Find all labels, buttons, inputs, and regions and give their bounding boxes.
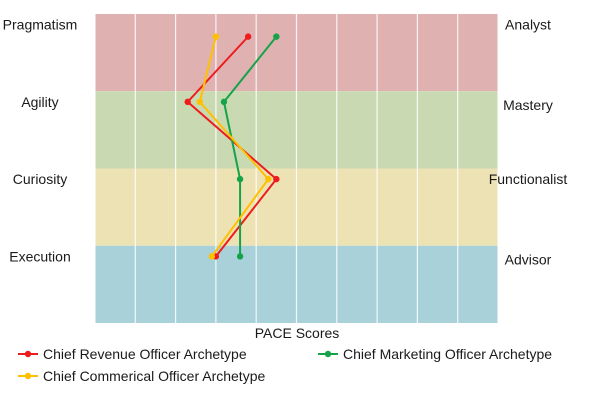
data-point-chief-marketing-officer-archetype — [236, 253, 244, 260]
legend-swatch-marker — [324, 350, 332, 358]
legend-label: Chief Marketing Officer Archetype — [343, 346, 552, 362]
left-category-labels: Pragmatism Agility Curiosity Execution — [3, 17, 78, 265]
legend-label: Chief Revenue Officer Archetype — [43, 346, 247, 362]
legend-swatch-marker — [24, 372, 32, 380]
legend-item-chief-commerical-officer-archetype: Chief Commerical Officer Archetype — [18, 368, 265, 384]
legend-item-chief-marketing-officer-archetype: Chief Marketing Officer Archetype — [318, 346, 552, 362]
left-label-agility: Agility — [21, 94, 58, 110]
x-axis-label: PACE Scores — [255, 325, 340, 341]
legend: Chief Revenue Officer Archetype Chief Mar… — [18, 346, 552, 384]
data-point-chief-revenue-officer-archetype — [244, 33, 252, 40]
data-point-chief-commerical-officer-archetype — [208, 253, 216, 260]
series-lines — [184, 33, 280, 260]
data-point-chief-marketing-officer-archetype — [273, 33, 280, 40]
data-point-chief-commerical-officer-archetype — [212, 33, 220, 40]
legend-item-chief-revenue-officer-archetype: Chief Revenue Officer Archetype — [18, 346, 247, 362]
data-point-chief-commerical-officer-archetype — [265, 175, 272, 183]
left-label-pragmatism: Pragmatism — [3, 17, 78, 33]
data-point-chief-revenue-officer-archetype — [273, 175, 280, 183]
data-point-chief-commerical-officer-archetype — [196, 98, 203, 106]
left-label-curiosity: Curiosity — [13, 171, 67, 187]
series-line-chief-commerical-officer-archetype — [198, 36, 270, 257]
right-label-analyst: Analyst — [505, 17, 551, 33]
gridlines — [94, 14, 499, 323]
right-label-functionalist: Functionalist — [489, 171, 568, 187]
data-point-chief-marketing-officer-archetype — [220, 98, 228, 106]
right-label-mastery: Mastery — [503, 97, 553, 113]
right-category-labels: Analyst Mastery Functionalist Advisor — [489, 17, 568, 268]
data-point-chief-marketing-officer-archetype — [236, 175, 244, 183]
left-label-execution: Execution — [9, 248, 70, 264]
data-point-chief-revenue-officer-archetype — [184, 98, 191, 106]
right-label-advisor: Advisor — [505, 251, 552, 267]
legend-swatch-marker — [24, 350, 32, 358]
legend-label: Chief Commerical Officer Archetype — [43, 368, 265, 384]
